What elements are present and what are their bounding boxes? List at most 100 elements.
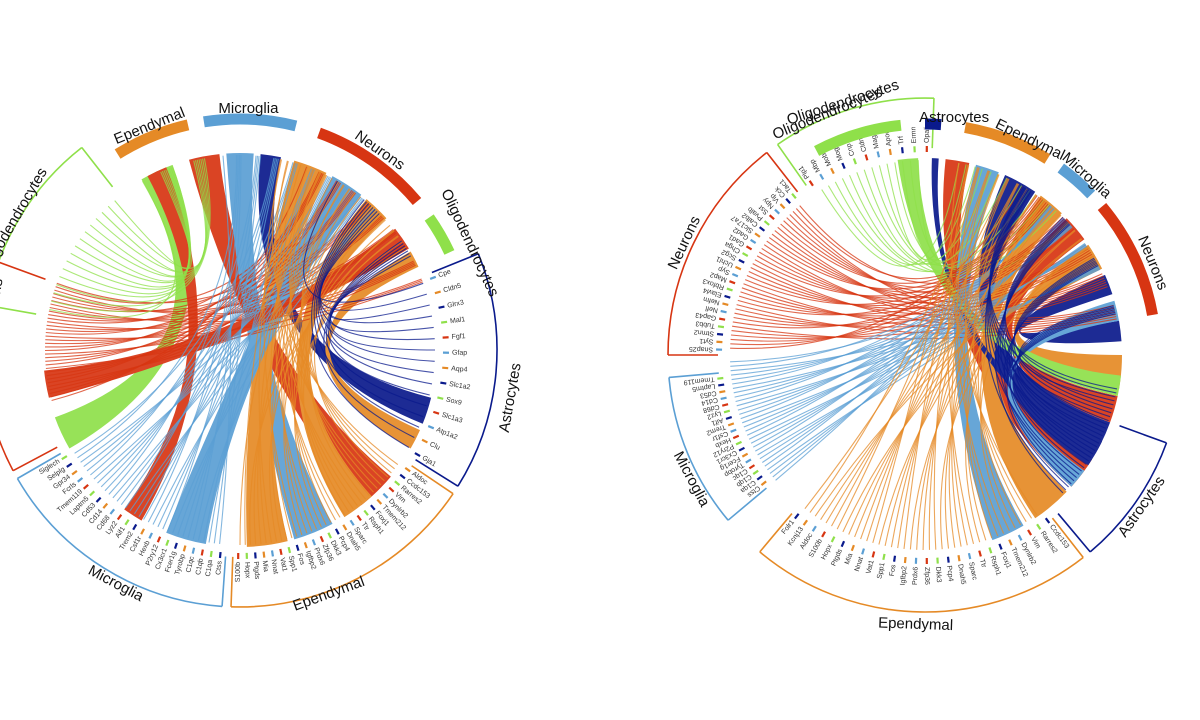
left-sector-edge-microglia-1 [17,452,62,480]
right-gene-label: Gap43 [695,311,717,322]
right-gene-label: Cd14 [700,396,718,406]
left-chord-line-oligodendrocytes [84,159,208,278]
left-gene-tick [434,290,441,295]
right-outer-arc-neurons: Neurons [1097,202,1171,316]
right-chord-line-oligodendrocytes [821,162,960,267]
right-chord-line-astrocytes [989,186,1114,406]
right-gene-tick [785,198,791,204]
left-gene-tick [262,551,266,558]
right-gene-tick [830,167,835,175]
left-sector-edge-ependymal-0 [411,465,454,495]
right-chord-line-astrocytes [1006,313,1116,488]
left-chord-line-ependymal [244,162,296,545]
left-gene-tick [429,275,437,280]
right-chord-line-ependymal [820,221,1068,520]
right-sector-edge-ependymal-1 [759,513,793,553]
left-gene-tick [440,381,447,385]
left-chord-line-microglia [177,187,349,535]
left-chord-line-astrocytes [323,240,415,438]
right-chord-line-astrocytes [1006,263,1098,472]
left-chord-line-astrocytes [313,201,420,428]
left-gene-tick [433,410,440,415]
left-chord-line-astrocytes [319,209,435,341]
left-gene-tick [427,425,435,430]
right-gene-label: Ermn [910,126,918,143]
right-chord-line-ependymal [980,247,1089,532]
right-gene-tick [850,544,855,552]
left-chord-line-ependymal [268,230,395,542]
right-chord-line-ependymal [909,247,1089,550]
right-gene-tick [748,464,756,470]
left-gene-tick [95,496,102,503]
left-ribbon-ependymal-8 [325,251,420,449]
right-chord-line-ependymal [956,167,1005,534]
right-gene-tick [724,294,731,299]
right-gene-label: Fos [889,564,898,577]
right-gene-tick [978,550,982,557]
left-outer-arc-microglia: Microglia [203,100,298,132]
right-chord-line-ependymal [897,178,1009,549]
right-sector-label-microglia: Microglia [670,449,713,511]
left-gene-tick [349,519,355,526]
right-chord-line-ependymal [842,255,1094,533]
left-chord-line-oligodendrocytes [107,160,207,269]
right-chord-line-ependymal [903,167,979,549]
left-chord-line-oligodendrocytes [89,170,191,277]
right-gene-tick [957,555,961,562]
left-sector-edge-astrocytes-0 [431,252,479,274]
right-gene-tick [741,452,749,458]
right-gene-tick [750,238,757,245]
right-gene-tick [735,265,742,271]
right-gene-tick [752,469,759,475]
left-gene-tick [270,550,275,557]
right-gene-tick [727,422,735,427]
right-gene-tick [763,220,770,226]
left-gene-tick [279,548,283,556]
left-gene-label: C1qa [205,559,214,577]
left-gene-label: Gfap [452,350,467,357]
left-gene-tick [156,536,162,543]
right-sector-edge-ependymal-0 [1051,517,1084,559]
right-gene-tick [745,245,753,251]
right-sector-neurons: Snap25Syt1Stmn2Tubb3Gap43NeflNefmElavl4R… [665,151,799,356]
right-gene-label: Mog [833,146,845,161]
left-chord-line-microglia [213,156,262,544]
left-ribbon-neurons-9 [124,167,198,521]
right-sector-microglia: CtssC1qaC1qbC1qcTyrobpFcer1gCx3cr1P2ry12… [668,372,767,521]
right-chord-line-astrocytes [1010,261,1100,444]
right-gene-tick [756,475,763,481]
left-chord-line-microglia [74,157,275,454]
left-sector-edge-microglia-0 [221,556,227,607]
left-gene-label: C1qb [195,558,205,576]
left-gene-label: Slc1a2 [449,381,471,391]
left-gene-tick [363,509,369,516]
right-gene-tick [864,154,869,161]
right-gene-tick [1017,534,1023,541]
right-gene-label: Opalin [924,123,931,143]
right-gene-tick [988,547,993,554]
left-sector-label-oligodendrocytes: Oligodendrocytes [0,165,51,275]
left-ribbon-neurons-7 [44,228,409,398]
left-sector-edge-oligodendrocytes-0 [0,306,37,315]
left-chord-line-ependymal [289,168,395,470]
left-gene-label: Mia [261,560,269,572]
right-gene-tick [998,543,1003,550]
right-sector-ependymal: Ccdc153Rarres2VimDynlrb2Tmem212Foxj1Rsph… [759,513,1084,634]
left-gene-label: Ttr [360,521,371,533]
right-gene-tick [719,390,726,394]
left-chord-line-astrocytes [329,252,434,333]
right-gene-tick [871,551,876,558]
left-ribbons [44,153,432,547]
right-gene-tick [717,376,724,380]
left-chord-line-astrocytes [311,199,410,448]
right-chord-line-ependymal [809,167,979,513]
right-sector-bracket-astrocytes [1089,442,1168,553]
left-chord-line-ependymal [300,214,381,513]
right-chord-line-astrocytes [999,221,1085,469]
right-gene-tick [830,536,836,543]
right-chord-line-ependymal [964,170,1033,519]
right-ribbon-neurons-4 [1005,218,1118,423]
right-gene-tick [768,214,775,221]
left-chord-line-microglia [90,155,257,476]
